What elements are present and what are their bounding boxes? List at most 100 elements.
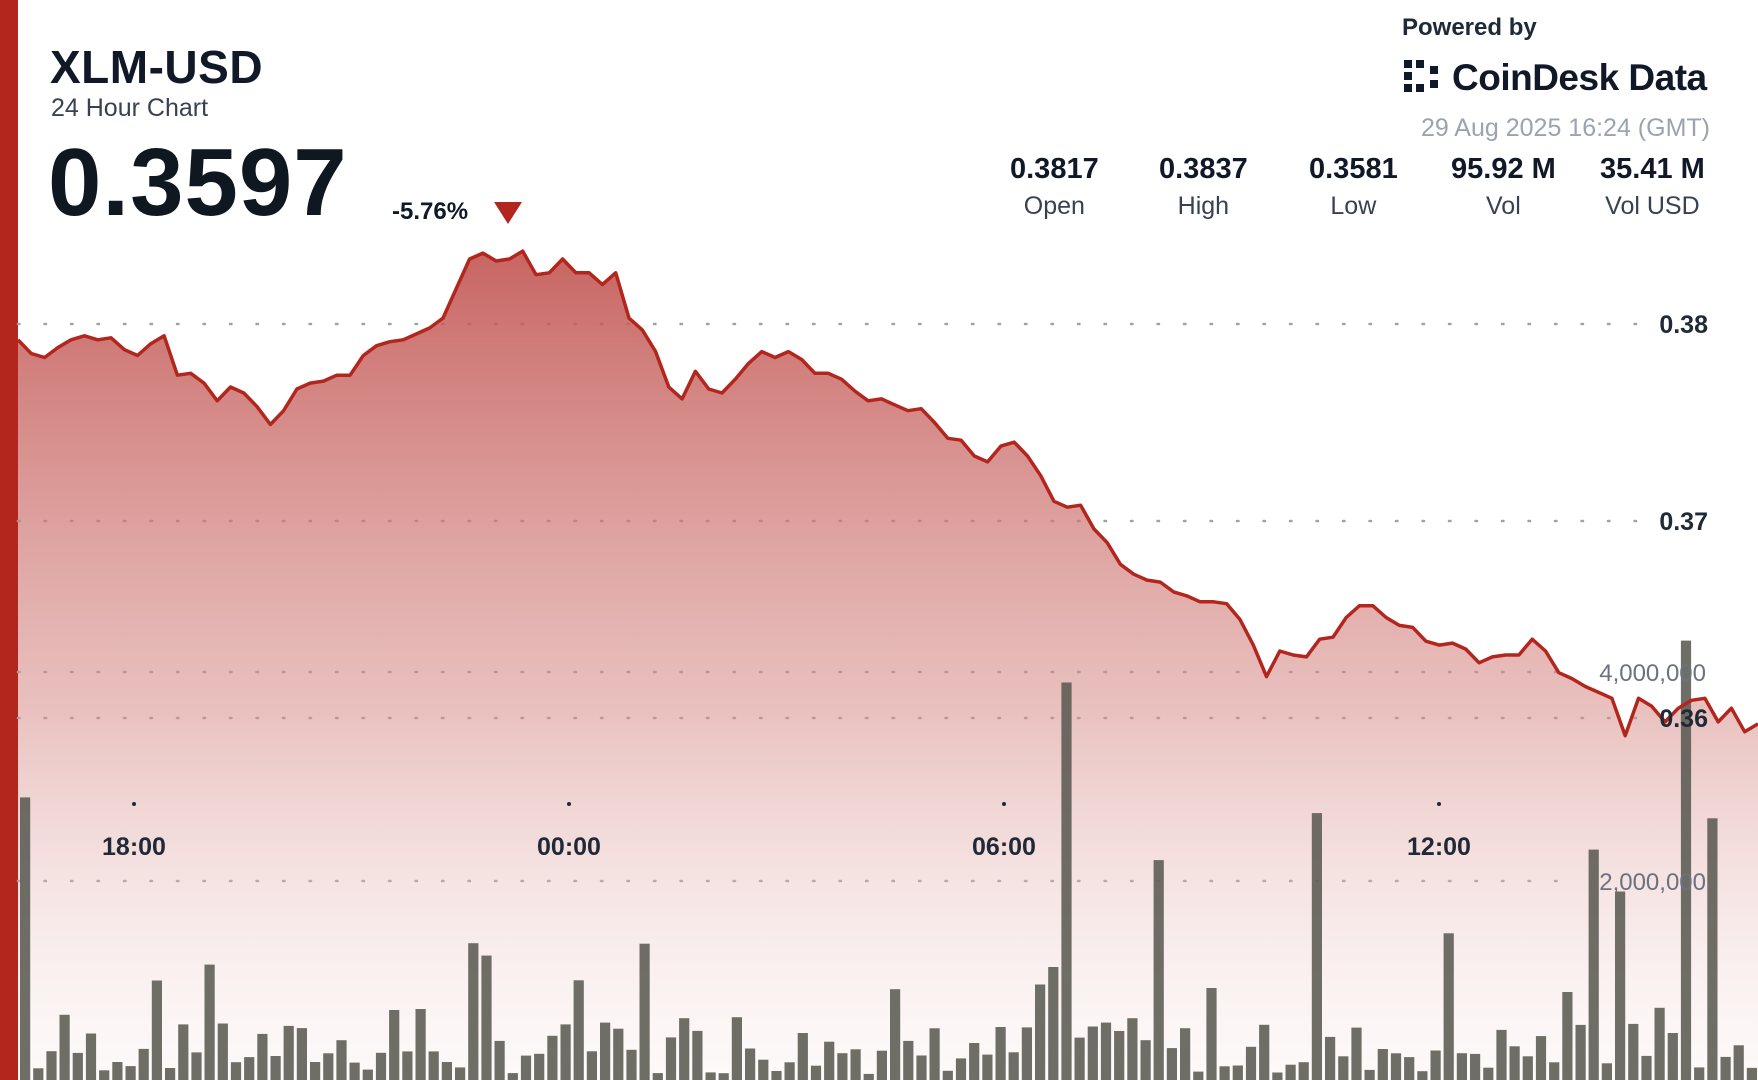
volume-bar bbox=[1166, 1048, 1177, 1080]
volume-bar bbox=[1588, 849, 1599, 1080]
volume-bar bbox=[1680, 640, 1692, 1080]
volume-bar bbox=[1285, 1064, 1296, 1080]
volume-bar bbox=[270, 1056, 281, 1080]
volume-bar bbox=[1496, 1029, 1507, 1080]
current-price: 0.3597 bbox=[48, 129, 348, 236]
volume-bar bbox=[1219, 1066, 1230, 1080]
volume-bar bbox=[1100, 1022, 1112, 1080]
volume-bar bbox=[1549, 1062, 1560, 1080]
price-line-layer bbox=[16, 249, 1758, 738]
coindesk-logo-icon bbox=[1404, 60, 1438, 92]
stat-high-value: 0.3837 bbox=[1159, 153, 1248, 185]
volume-bar bbox=[191, 1052, 202, 1080]
volume-bar bbox=[428, 1051, 439, 1080]
volume-bar bbox=[547, 1035, 558, 1080]
volume-bar bbox=[1575, 1024, 1586, 1080]
accent-bar bbox=[0, 0, 18, 1080]
volume-bar bbox=[1456, 1053, 1467, 1080]
timestamp: 29 Aug 2025 16:24 (GMT) bbox=[1420, 114, 1710, 142]
volume-bar bbox=[1746, 1067, 1757, 1080]
pair-symbol: XLM-USD bbox=[50, 41, 264, 93]
volume-bar bbox=[1153, 860, 1164, 1080]
x-tick-mark bbox=[567, 802, 571, 806]
volume-bar bbox=[349, 1062, 360, 1080]
volume-bar bbox=[1694, 1067, 1705, 1080]
volume-bar bbox=[1127, 1018, 1138, 1080]
volume-bar bbox=[151, 980, 162, 1080]
stat-vol-value: 95.92 M bbox=[1451, 153, 1556, 185]
volume-bar bbox=[745, 1048, 756, 1080]
volume-bar bbox=[1087, 1026, 1098, 1080]
volume-bar bbox=[1272, 1072, 1283, 1080]
volume-bar bbox=[929, 1028, 940, 1080]
volume-bar bbox=[1522, 1056, 1533, 1080]
volume-bar bbox=[942, 1070, 953, 1080]
volume-bar bbox=[230, 1062, 242, 1080]
volume-bar bbox=[784, 1062, 795, 1080]
volume-bar bbox=[1430, 1050, 1441, 1080]
volume-bar bbox=[1008, 1052, 1019, 1080]
volume-bar bbox=[323, 1053, 334, 1080]
price-axis-label: 0.37 bbox=[1659, 508, 1708, 536]
x-axis-label: 12:00 bbox=[1407, 833, 1471, 861]
volume-bar bbox=[1615, 891, 1626, 1080]
volume-bar bbox=[257, 1033, 268, 1080]
volume-bar bbox=[1048, 967, 1059, 1080]
price-axis-label: 0.38 bbox=[1659, 311, 1708, 339]
volume-bar bbox=[982, 1054, 993, 1080]
volume-bar bbox=[1325, 1036, 1336, 1080]
volume-bar bbox=[718, 1073, 729, 1080]
stat-high: 0.3837 High bbox=[1159, 153, 1248, 221]
volume-axis-label: 4,000,000 bbox=[1599, 660, 1706, 687]
stat-vol: 95.92 M Vol bbox=[1451, 153, 1556, 221]
volume-bar bbox=[165, 1068, 176, 1080]
volume-bar bbox=[1245, 1046, 1257, 1080]
volume-bar bbox=[138, 1048, 149, 1080]
stat-low-value: 0.3581 bbox=[1309, 153, 1398, 185]
volume-bar bbox=[863, 1073, 874, 1080]
powered-by-label: Powered by bbox=[1402, 14, 1537, 41]
volume-bar bbox=[705, 1072, 716, 1080]
volume-bar bbox=[679, 1018, 690, 1080]
volume-bar bbox=[1654, 1007, 1665, 1080]
volume-bar bbox=[310, 1062, 321, 1080]
volume-bar bbox=[758, 1059, 769, 1080]
brand-name: CoinDesk Data bbox=[1452, 57, 1707, 98]
volume-bar bbox=[468, 943, 479, 1080]
volume-bar bbox=[665, 1037, 677, 1080]
x-tick-mark bbox=[1002, 802, 1006, 806]
volume-bar bbox=[969, 1043, 980, 1080]
volume-bar bbox=[573, 980, 584, 1080]
volume-bar bbox=[59, 1014, 70, 1080]
volume-bar bbox=[731, 1017, 742, 1080]
volume-bar bbox=[375, 1052, 387, 1080]
axis-labels-layer: 0.36 0.37 0.38 2,000,000 4,000,000 18:00 00:00… bbox=[102, 311, 1708, 896]
volume-bar bbox=[72, 1052, 83, 1080]
volume-bar bbox=[1193, 1071, 1204, 1080]
volume-bar bbox=[1483, 1067, 1494, 1080]
price-area bbox=[18, 251, 1758, 1080]
volume-bar bbox=[1667, 1033, 1678, 1080]
volume-bar bbox=[389, 1010, 400, 1080]
brand-logo: CoinDesk Data bbox=[1402, 56, 1707, 100]
volume-bar bbox=[890, 989, 901, 1080]
volume-bar bbox=[1562, 992, 1573, 1080]
x-axis-label: 00:00 bbox=[537, 833, 601, 861]
volume-bar bbox=[296, 1028, 307, 1080]
volume-bar bbox=[336, 1040, 347, 1080]
volume-bar bbox=[1390, 1053, 1402, 1080]
volume-bar bbox=[20, 797, 31, 1080]
volume-bar bbox=[85, 1033, 97, 1080]
volume-bar bbox=[1707, 818, 1718, 1080]
volume-bar bbox=[362, 1069, 373, 1080]
stat-vol-usd: 35.41 M Vol USD bbox=[1600, 153, 1705, 221]
volume-bar bbox=[613, 1028, 624, 1080]
stat-vol-usd-value: 35.41 M bbox=[1600, 153, 1705, 185]
x-tick-mark bbox=[1437, 802, 1441, 806]
price-change: -5.76% bbox=[392, 198, 469, 225]
volume-bar bbox=[1509, 1046, 1520, 1080]
price-line bbox=[16, 249, 1758, 738]
volume-bar bbox=[244, 1057, 255, 1080]
stat-high-label: High bbox=[1177, 192, 1230, 220]
